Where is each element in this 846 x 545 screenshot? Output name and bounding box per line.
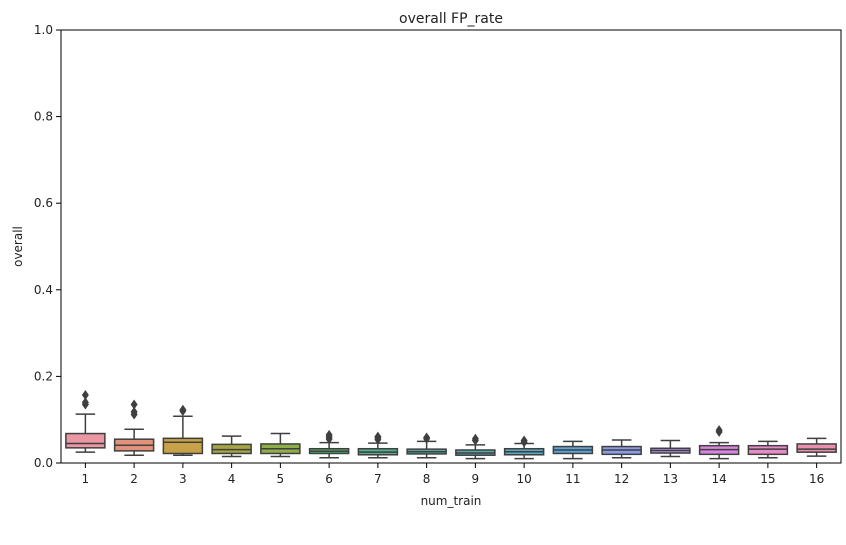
x-tick-label: 12 xyxy=(614,472,629,486)
box-group-7 xyxy=(357,431,399,459)
x-tick-label: 6 xyxy=(325,472,333,486)
outlier-marker xyxy=(715,425,723,436)
box-group-9 xyxy=(455,433,496,460)
outlier-marker xyxy=(81,390,89,401)
outlier-marker xyxy=(130,399,138,410)
box-group-2 xyxy=(113,399,155,456)
y-axis-label: overall xyxy=(11,226,25,267)
x-tick-label: 11 xyxy=(565,472,580,486)
y-tick-label: 1.0 xyxy=(34,23,53,37)
box-iqr xyxy=(162,437,204,455)
box-group-4 xyxy=(211,435,252,458)
box-group-14 xyxy=(698,425,740,460)
x-tick-label: 5 xyxy=(277,472,285,486)
outlier-marker xyxy=(423,432,431,443)
x-tick-label: 1 xyxy=(82,472,90,486)
box-group-11 xyxy=(552,440,594,460)
outlier-marker xyxy=(130,406,138,417)
x-tick-label: 7 xyxy=(374,472,382,486)
y-axis: 0.0 0.2 0.4 0.6 0.8 1.0 xyxy=(34,23,61,470)
box-iqr xyxy=(65,432,106,449)
x-tick-label: 14 xyxy=(711,472,726,486)
x-axis: 1 2 3 4 5 6 7 8 9 10 11 12 13 14 15 16 xyxy=(82,463,824,486)
x-tick-label: 15 xyxy=(760,472,775,486)
chart-title: overall FP_rate xyxy=(399,11,503,27)
outlier-marker xyxy=(520,435,528,446)
box-group-16 xyxy=(796,437,837,457)
box-group-12 xyxy=(601,439,642,459)
boxes xyxy=(65,390,837,460)
box-group-5 xyxy=(260,432,301,458)
box-group-15 xyxy=(747,440,789,459)
y-tick-label: 0.2 xyxy=(34,369,53,383)
x-tick-label: 8 xyxy=(423,472,431,486)
y-tick-label: 0.8 xyxy=(34,110,53,124)
outlier-marker xyxy=(471,433,479,444)
x-tick-label: 13 xyxy=(663,472,678,486)
x-tick-label: 16 xyxy=(809,472,824,486)
box-group-6 xyxy=(308,429,350,459)
x-tick-label: 3 xyxy=(179,472,187,486)
y-tick-label: 0.0 xyxy=(34,456,53,470)
x-tick-label: 9 xyxy=(472,472,480,486)
box-group-8 xyxy=(406,432,447,459)
box-iqr xyxy=(747,444,789,456)
outlier-marker xyxy=(81,397,89,408)
outlier-marker xyxy=(374,431,382,442)
y-tick-label: 0.6 xyxy=(34,196,53,210)
box-group-10 xyxy=(503,435,545,460)
box-group-3 xyxy=(162,404,204,456)
y-tick-label: 0.4 xyxy=(34,283,53,297)
box-iqr xyxy=(796,443,837,453)
x-tick-label: 2 xyxy=(130,472,138,486)
x-tick-label: 4 xyxy=(228,472,236,486)
box-group-1 xyxy=(65,390,106,453)
plot-frame xyxy=(60,29,842,464)
box-group-13 xyxy=(650,439,691,458)
outlier-marker xyxy=(179,404,187,415)
x-tick-label: 10 xyxy=(516,472,531,486)
x-axis-label: num_train xyxy=(421,494,482,508)
plot-area xyxy=(61,30,841,463)
outlier-marker xyxy=(325,429,333,440)
